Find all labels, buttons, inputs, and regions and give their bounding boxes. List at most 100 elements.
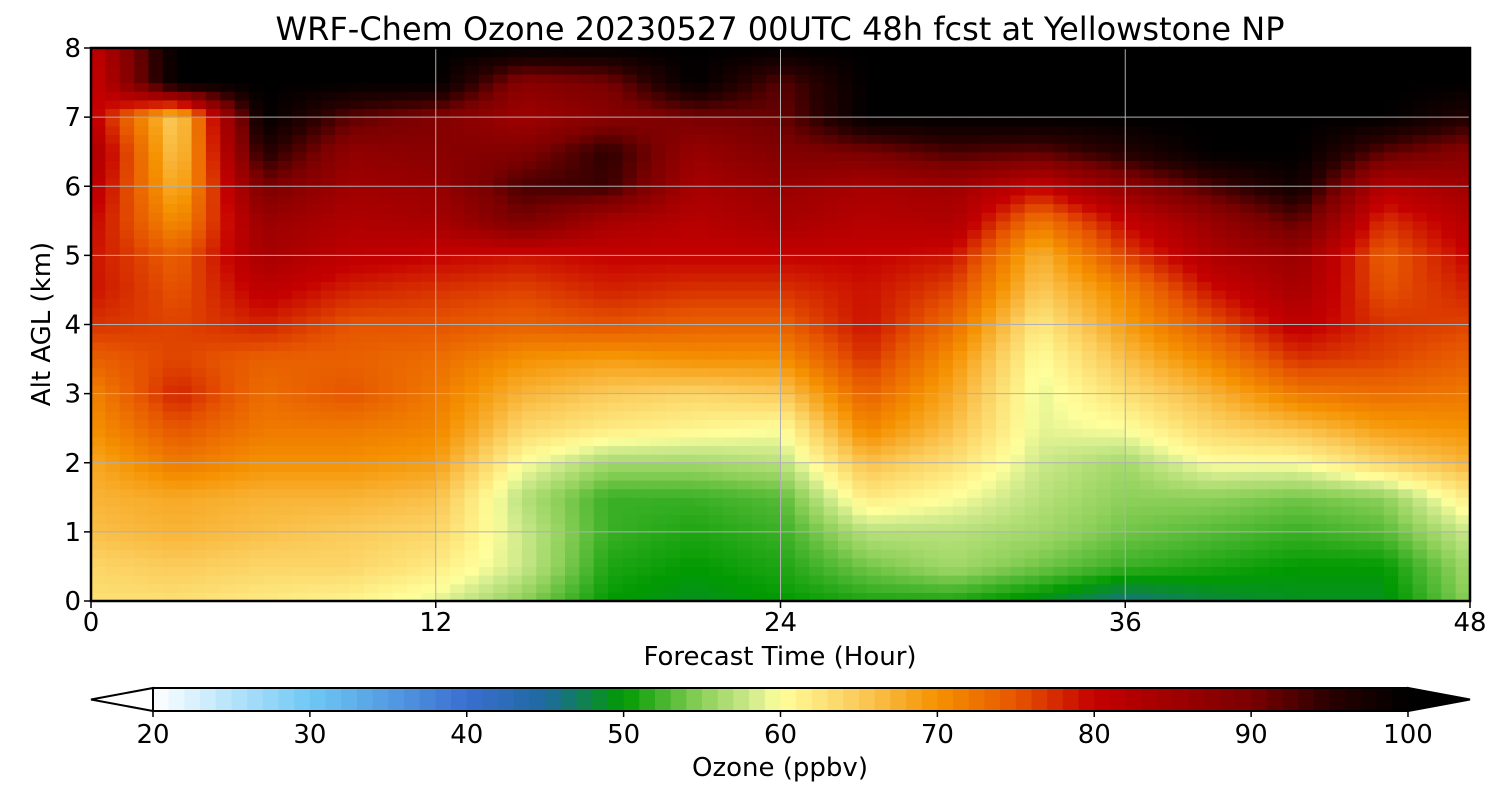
heatmap-cell (148, 298, 164, 308)
heatmap-cell (1125, 272, 1141, 282)
heatmap-cell (924, 497, 940, 507)
heatmap-cell (565, 229, 580, 239)
heatmap-cell (1311, 298, 1327, 308)
heatmap-cell (909, 445, 925, 455)
heatmap-cell (995, 410, 1011, 421)
heatmap-cell (1110, 497, 1126, 507)
heatmap-cell (1441, 324, 1457, 334)
heatmap-cell (536, 272, 552, 282)
heatmap-cell (1268, 367, 1284, 377)
heatmap-cell (148, 151, 164, 161)
heatmap-cell (1125, 575, 1141, 585)
heatmap-cell (249, 419, 264, 429)
heatmap-cell (909, 471, 925, 481)
heatmap-cell (507, 419, 523, 429)
heatmap-cell (521, 557, 537, 568)
heatmap-cell (1139, 341, 1155, 352)
heatmap-cell (1197, 160, 1213, 170)
heatmap-cell (1441, 592, 1457, 601)
heatmap-cell (866, 255, 882, 265)
heatmap-cell (292, 428, 308, 438)
heatmap-cell (608, 324, 624, 334)
heatmap-cell (1326, 281, 1342, 291)
heatmap-cell (723, 402, 738, 412)
heatmap-cell (292, 436, 308, 447)
heatmap-cell (148, 350, 164, 360)
heatmap-cell (665, 220, 681, 231)
heatmap-cell (665, 367, 681, 377)
heatmap-cell (407, 238, 422, 248)
heatmap-cell (852, 531, 868, 542)
heatmap-cell (306, 480, 322, 490)
heatmap-cell (1110, 480, 1126, 490)
heatmap-cell (1110, 488, 1126, 498)
heatmap-cell (1067, 194, 1083, 205)
heatmap-cell (665, 238, 681, 248)
heatmap-cell (1110, 255, 1126, 265)
heatmap-cell (507, 229, 523, 239)
heatmap-cell (1398, 160, 1414, 170)
heatmap-cell (392, 462, 408, 472)
heatmap-cell (464, 186, 480, 196)
heatmap-cell (450, 246, 466, 256)
heatmap-cell (794, 350, 810, 360)
heatmap-cell (651, 393, 667, 403)
heatmap-cell (1355, 324, 1371, 334)
heatmap-cell (1297, 238, 1313, 248)
heatmap-cell (292, 341, 308, 352)
heatmap-cell (1455, 384, 1470, 395)
heatmap-cell (407, 557, 422, 568)
heatmap-cell (881, 575, 897, 585)
heatmap-cell (1297, 160, 1313, 170)
heatmap-cell (780, 384, 796, 395)
heatmap-cell (579, 177, 595, 187)
heatmap-cell (1283, 359, 1299, 369)
heatmap-cell (119, 505, 135, 516)
heatmap-cell (737, 549, 753, 559)
heatmap-cell (1010, 289, 1026, 300)
heatmap-cell (521, 531, 537, 542)
heatmap-cell (665, 229, 681, 239)
heatmap-cell (881, 264, 897, 274)
heatmap-cell (1240, 505, 1256, 516)
heatmap-cell (1240, 480, 1256, 490)
heatmap-cell (1254, 272, 1270, 282)
heatmap-cell (521, 367, 537, 377)
heatmap-cell (1182, 151, 1198, 161)
heatmap-cell (1311, 229, 1327, 239)
heatmap-cell (220, 523, 236, 533)
heatmap-cell (852, 255, 868, 265)
heatmap-cell (320, 324, 336, 334)
heatmap-cell (1039, 575, 1055, 585)
heatmap-cell (1139, 186, 1155, 196)
heatmap-cell (708, 462, 724, 472)
heatmap-cell (651, 566, 667, 576)
heatmap-cell (550, 203, 566, 213)
heatmap-cell (809, 177, 825, 187)
heatmap-cell (823, 497, 839, 507)
heatmap-cell (349, 186, 365, 196)
heatmap-cell (1139, 384, 1155, 395)
heatmap-cell (995, 505, 1011, 516)
heatmap-cell (320, 289, 336, 300)
heatmap-cell (938, 220, 954, 231)
heatmap-cell (507, 255, 523, 265)
heatmap-cell (737, 151, 753, 161)
heatmap-cell (1426, 324, 1442, 334)
heatmap-cell (1110, 203, 1126, 213)
heatmap-cell (1225, 255, 1241, 265)
heatmap-cell (651, 264, 667, 274)
heatmap-cell (593, 497, 609, 507)
heatmap-cell (924, 229, 940, 239)
heatmap-cell (1139, 471, 1155, 481)
heatmap-cell (794, 471, 810, 481)
heatmap-cell (895, 341, 911, 352)
heatmap-cell (191, 168, 207, 179)
heatmap-cell (421, 462, 437, 472)
heatmap-cell (464, 523, 480, 533)
heatmap-cell (837, 575, 853, 585)
heatmap-cell (1455, 289, 1470, 300)
heatmap-cell (205, 471, 221, 481)
heatmap-cell (1010, 255, 1026, 265)
heatmap-cell (1211, 168, 1227, 179)
